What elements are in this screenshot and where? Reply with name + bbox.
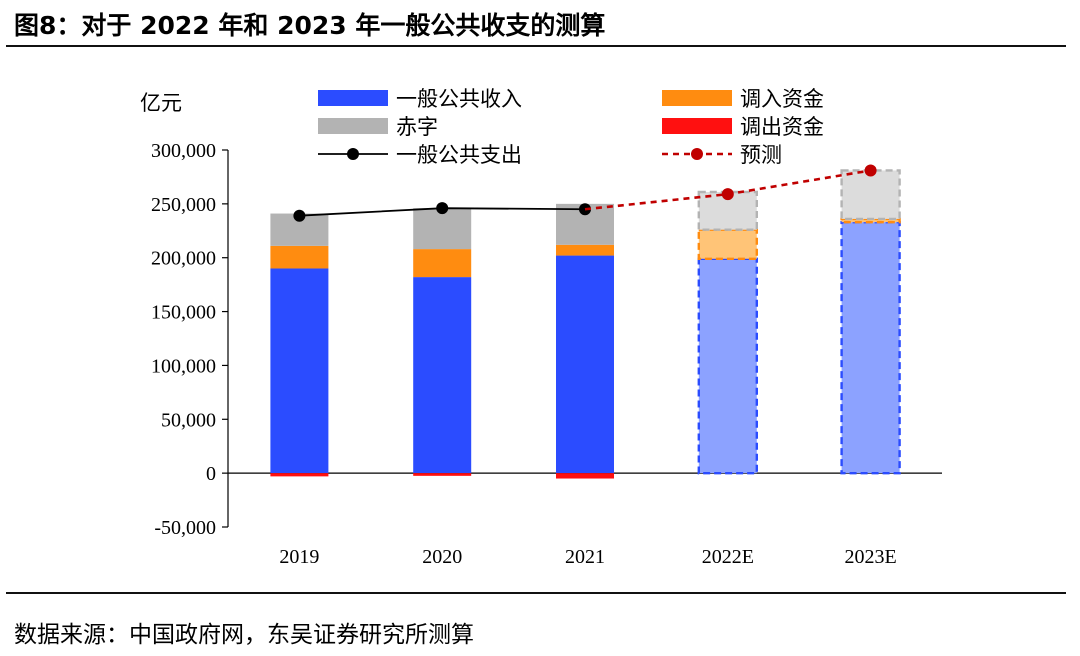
bar-segment (270, 268, 329, 474)
legend-swatch (662, 90, 732, 106)
bar-segment (413, 208, 472, 250)
bar-segment (840, 220, 901, 475)
x-tick-label: 2023E (844, 546, 896, 568)
y-tick-label: 0 (206, 463, 216, 485)
bar-segment (413, 249, 472, 278)
chart: -50,000 0 50,000 100,000 150,000 200,000 250,0… (140, 87, 942, 568)
top-rule (6, 45, 1066, 47)
bar-segment (556, 244, 614, 256)
y-tick-label: 250,000 (151, 194, 216, 216)
legend-label: 预测 (740, 143, 782, 167)
x-tick-label: 2022E (702, 546, 754, 568)
legend-swatch (662, 118, 732, 134)
expenditure-point (436, 202, 449, 215)
legend-label: 调出资金 (740, 115, 824, 139)
legend-marker (347, 148, 359, 160)
legend-swatch (318, 118, 388, 134)
bar-segment (413, 277, 472, 474)
y-tick-label: 300,000 (151, 140, 216, 162)
forecast-point (864, 164, 877, 177)
y-tick-label: -50,000 (154, 517, 216, 539)
bar-segment (556, 255, 614, 474)
x-tick-label: 2020 (422, 546, 462, 568)
bar-segment (270, 473, 329, 477)
bar-segment (840, 169, 901, 221)
y-tick-label: 200,000 (151, 248, 216, 270)
figure-title: 图8：对于 2022 年和 2023 年一般公共收支的测算 (14, 11, 606, 40)
legend-marker (691, 148, 703, 160)
forecast-point (721, 188, 734, 201)
bar-segment (697, 257, 758, 475)
bar-segment (697, 228, 758, 260)
legend-label: 赤字 (396, 115, 438, 139)
lines-layer (293, 164, 877, 222)
source-note: 数据来源：中国政府网，东吴证券研究所测算 (14, 622, 474, 648)
y-tick-label: 100,000 (151, 355, 216, 377)
y-tick-label: 50,000 (161, 409, 216, 431)
legend-label: 一般公共收入 (396, 87, 522, 111)
bar-segment (413, 473, 472, 476)
y-axis-unit-label: 亿元 (140, 91, 182, 115)
expenditure-point (293, 209, 306, 222)
bars-layer (270, 169, 901, 479)
legend-label: 一般公共支出 (396, 143, 522, 167)
legend-label: 调入资金 (740, 87, 824, 111)
bottom-rule (6, 592, 1066, 594)
x-tick-label: 2019 (279, 546, 319, 568)
x-tick-label: 2021 (565, 546, 605, 568)
legend-swatch (318, 90, 388, 106)
bar-segment (697, 190, 758, 231)
bar-segment (270, 245, 329, 269)
bar-segment (556, 473, 614, 479)
y-tick-label: 150,000 (151, 302, 216, 324)
axis-layer: -50,000 0 50,000 100,000 150,000 200,000 250,0… (151, 140, 942, 568)
